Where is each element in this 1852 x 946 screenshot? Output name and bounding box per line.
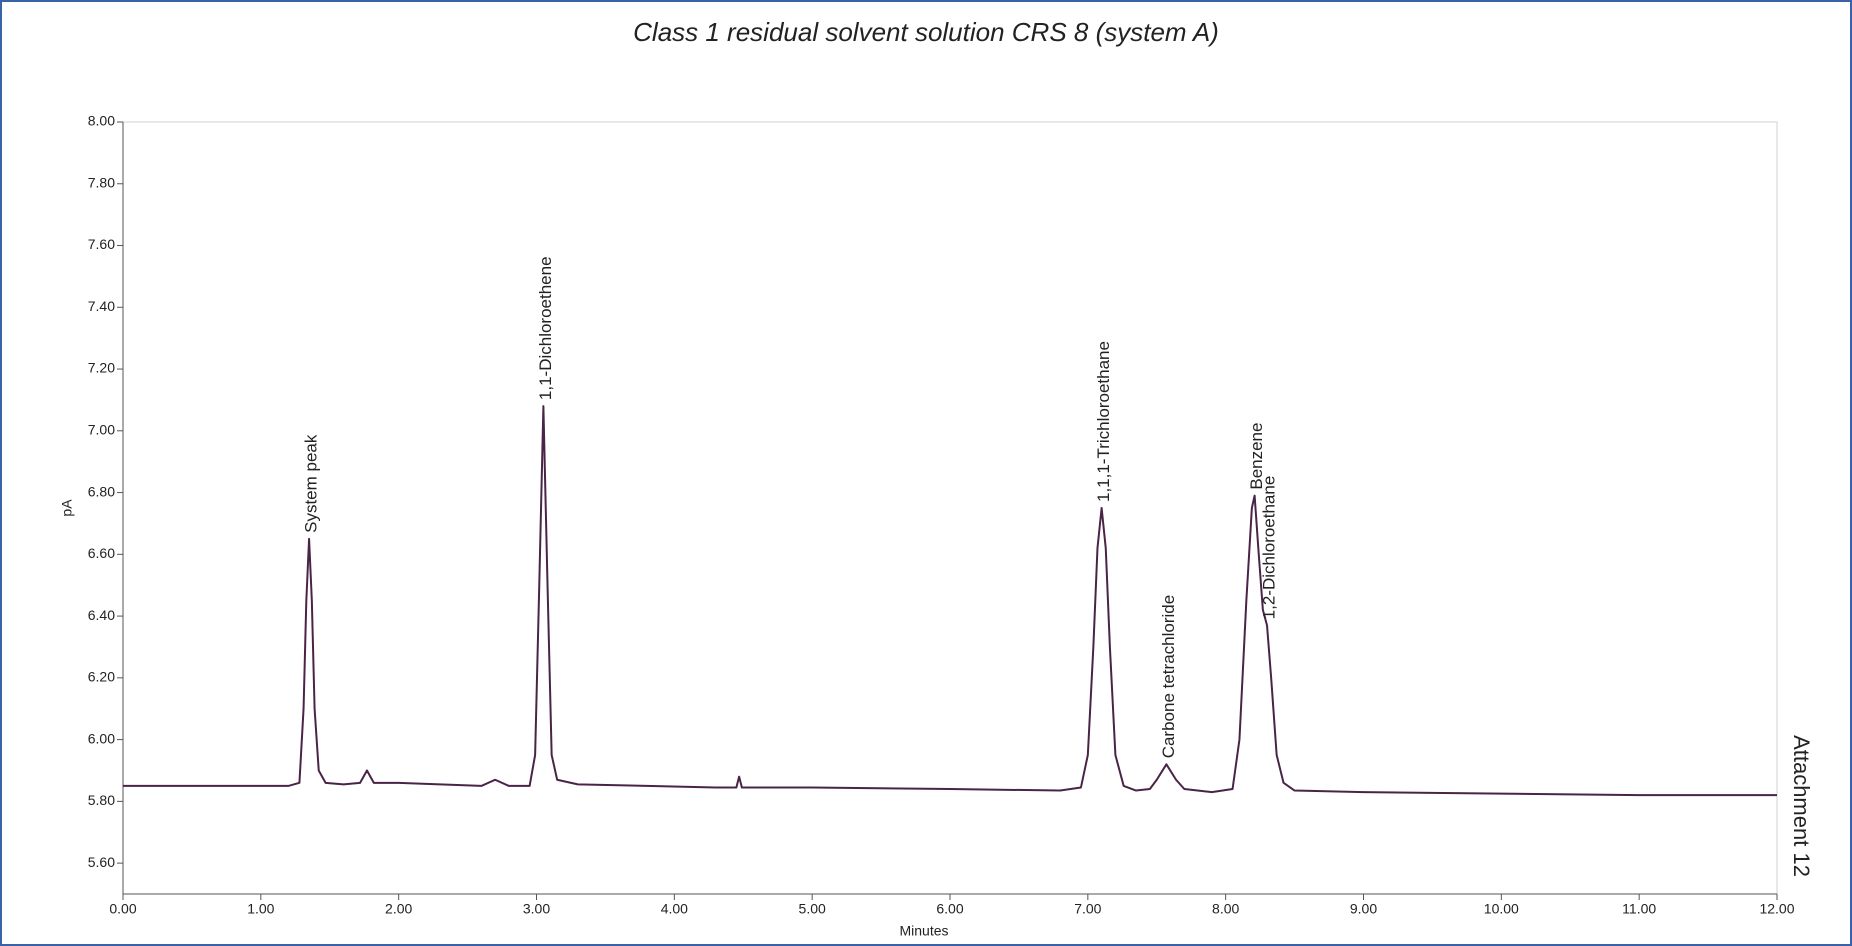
x-tick-label: 8.00 — [1212, 901, 1239, 917]
chart-title: Class 1 residual solvent solution CRS 8 … — [633, 17, 1219, 47]
side-note: Attachment 12 — [1789, 735, 1814, 877]
x-tick-label: 12.00 — [1759, 901, 1794, 917]
y-tick-label: 6.20 — [88, 669, 115, 685]
y-tick-label: 7.20 — [88, 360, 115, 376]
y-tick-label: 6.60 — [88, 545, 115, 561]
x-tick-label: 5.00 — [799, 901, 826, 917]
y-tick-label: 5.80 — [88, 792, 115, 808]
x-tick-label: 10.00 — [1484, 901, 1519, 917]
peak-label: Benzene — [1247, 423, 1266, 490]
x-tick-label: 4.00 — [661, 901, 688, 917]
y-tick-label: 7.00 — [88, 422, 115, 438]
x-tick-label: 11.00 — [1622, 901, 1656, 917]
y-axis-label: pA — [59, 499, 75, 517]
y-tick-label: 6.80 — [88, 483, 115, 499]
y-tick-label: 6.00 — [88, 730, 115, 746]
x-tick-label: 2.00 — [385, 901, 412, 917]
peak-label: Carbone tetrachloride — [1159, 595, 1178, 758]
x-tick-label: 6.00 — [936, 901, 963, 917]
y-tick-label: 7.80 — [88, 174, 115, 190]
y-tick-label: 6.40 — [88, 607, 115, 623]
x-tick-label: 7.00 — [1074, 901, 1101, 917]
y-tick-label: 7.60 — [88, 236, 115, 252]
x-axis-label: Minutes — [899, 923, 948, 939]
x-tick-label: 0.00 — [109, 901, 136, 917]
x-tick-label: 1.00 — [247, 901, 274, 917]
y-tick-label: 8.00 — [88, 113, 115, 129]
trace — [123, 405, 1777, 797]
x-tick-label: 9.00 — [1350, 901, 1377, 917]
y-tick-label: 5.60 — [88, 854, 115, 870]
peak-label: 1,1,1-Trichloroethane — [1094, 341, 1113, 502]
peak-label: System peak — [302, 434, 321, 533]
y-tick-label: 7.40 — [88, 298, 115, 314]
peak-label: 1,2-Dichloroethane — [1260, 476, 1279, 620]
peak-label: 1,1-Dichloroethene — [536, 256, 555, 400]
x-tick-label: 3.00 — [523, 901, 550, 917]
